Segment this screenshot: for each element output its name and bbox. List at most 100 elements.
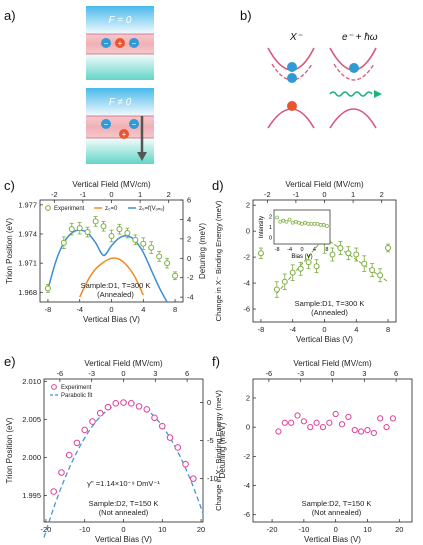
annotation-annealed-c: (Annealed) [97, 290, 134, 299]
electron-left-shifted-sign: − [104, 120, 109, 129]
top-axis-title-d: Vertical Field (MV/cm) [285, 180, 364, 189]
y-tick-label-c-1: 1.971 [18, 259, 37, 268]
y-tick-label-f-1: -4 [243, 481, 250, 490]
free-valence-band [329, 108, 377, 129]
inset-point-10 [306, 221, 311, 226]
electron-left [101, 38, 111, 48]
inset-x-tick-label-1: -4 [287, 247, 292, 253]
x-tick-label-c-0: -8 [45, 305, 52, 314]
x-tick-label-e-3: 10 [158, 525, 166, 534]
data-point-e-17 [182, 460, 189, 468]
top-tick-label-d-4: 2 [380, 190, 384, 199]
top-tick-label-c-3: 1 [138, 190, 142, 199]
data-point-f-16 [377, 415, 384, 422]
inset-point-12 [312, 221, 317, 226]
legend-label-experiment-c: Experiment [54, 206, 85, 212]
y-tick-label-c-3: 1.977 [18, 200, 37, 209]
data-point-f-6 [313, 419, 320, 426]
legend-marker-experiment-c [45, 205, 51, 211]
chart-c: -8 -4 0 4 8 -2 -1 0 1 2 Vertical Field (MV/cm) 1.96… [5, 180, 207, 324]
fit-curve-z0-zero [79, 257, 144, 298]
y-tick-label-e-3: 2.010 [22, 377, 41, 386]
free-electron [349, 63, 359, 73]
y-tick-label-d-1: -4 [243, 279, 250, 288]
inset-point-7 [297, 220, 301, 225]
data-point-f-2 [288, 419, 295, 426]
data-point-c-15 [172, 272, 179, 279]
data-point-e-0 [50, 488, 57, 495]
x-axis-title-c: Vertical Bias (V) [83, 315, 140, 324]
y2-tick-label-c-4: -2 [187, 273, 194, 282]
y2-tick-label-e-2: -10 [207, 474, 218, 483]
y-axis-title-e: Trion Position (eV) [5, 417, 14, 483]
data-point-d-12 [361, 260, 368, 267]
top-tick-label-c-4: 2 [167, 190, 171, 199]
data-point-c-4 [84, 229, 91, 236]
x-tick-label-d-3: 4 [354, 325, 358, 334]
inset-x-tick-label-3: 4 [313, 247, 316, 253]
data-point-e-15 [166, 434, 174, 441]
y2-axis-title-c: Detuning (meV) [198, 223, 207, 279]
top-tick-label-c-1: -1 [80, 190, 87, 199]
data-point-c-10 [132, 236, 139, 243]
data-point-f-5 [307, 424, 314, 431]
y-tick-label-d-3: 0 [246, 227, 250, 236]
legend-label-experiment-e: Experiment [61, 385, 92, 391]
data-point-f-12 [351, 426, 358, 434]
diagram-a-zero-field: F = 0 − + − [86, 6, 154, 80]
y2-tick-label-c-0: 6 [187, 196, 191, 205]
data-point-c-8 [116, 226, 123, 233]
top-tick-label-c-2: 0 [109, 190, 113, 199]
diagram-a-nonzero-field: F ≠ 0 − − + [86, 88, 154, 164]
data-point-f-13 [358, 428, 365, 435]
annotation-not-annealed-f: (Not annealed) [312, 508, 362, 517]
top-axis-title-f: Vertical Field (MV/cm) [293, 359, 372, 368]
data-point-c-7 [108, 232, 115, 239]
data-point-c-12 [148, 244, 155, 251]
data-point-e-4 [81, 426, 89, 434]
x-tick-label-d-1: -4 [289, 325, 296, 334]
x-tick-label-f-1: -10 [298, 525, 309, 534]
data-point-d-9 [337, 245, 344, 252]
x-axis-title-f: Vertical Bias (V) [304, 535, 361, 544]
top-tick-label-e-4: 6 [185, 369, 189, 378]
electron-right-shifted-sign: − [132, 120, 137, 129]
x-axis-title-d: Vertical Bias (V) [296, 335, 353, 344]
data-point-f-8 [326, 419, 333, 426]
x-tick-label-d-4: 8 [386, 325, 390, 334]
inset-point-6 [293, 219, 298, 224]
y-tick-label-f-3: 0 [246, 423, 250, 432]
panel-label-d: d) [212, 178, 224, 193]
data-point-c-5 [92, 218, 99, 225]
data-point-e-8 [112, 400, 120, 407]
legend-label-parabolic: Parabolic fit [61, 393, 93, 399]
x-axis-title-e: Vertical Bias (V) [95, 535, 152, 544]
top-axis-title-c: Vertical Field (MV/cm) [72, 180, 151, 189]
hole [115, 38, 125, 48]
x-tick-label-e-2: 0 [121, 525, 125, 534]
inset-point-9 [303, 220, 307, 225]
y-axis-title-d: Change in X⁻ Binding Energy (meV) [214, 200, 223, 321]
trion-hole [287, 101, 297, 111]
data-point-c-2 [68, 226, 75, 233]
inset-point-14 [318, 223, 323, 227]
data-point-e-5 [89, 418, 96, 425]
y-tick-label-c-2: 1.974 [18, 230, 37, 239]
x-tick-label-c-1: -4 [76, 305, 83, 314]
y2-tick-label-e-1: -5 [207, 436, 214, 445]
inset-point-5 [290, 220, 295, 225]
top-tick-label-d-1: -1 [293, 190, 300, 199]
data-point-d-0 [257, 250, 264, 257]
inset-x-axis-title: Bias (V) [291, 254, 312, 260]
y2-tick-label-c-1: 4 [187, 215, 191, 224]
data-point-f-18 [389, 415, 397, 422]
y2-axis-title-e: Detuning (meV) [218, 422, 227, 478]
x-tick-label-f-2: 0 [334, 525, 338, 534]
y-axis-title-c: Trion Position (eV) [5, 218, 14, 284]
inset-point-3 [284, 219, 289, 224]
nonzero-field-label: F ≠ 0 [109, 97, 132, 108]
inset-point-0 [275, 215, 279, 220]
data-point-c-3 [76, 225, 83, 232]
